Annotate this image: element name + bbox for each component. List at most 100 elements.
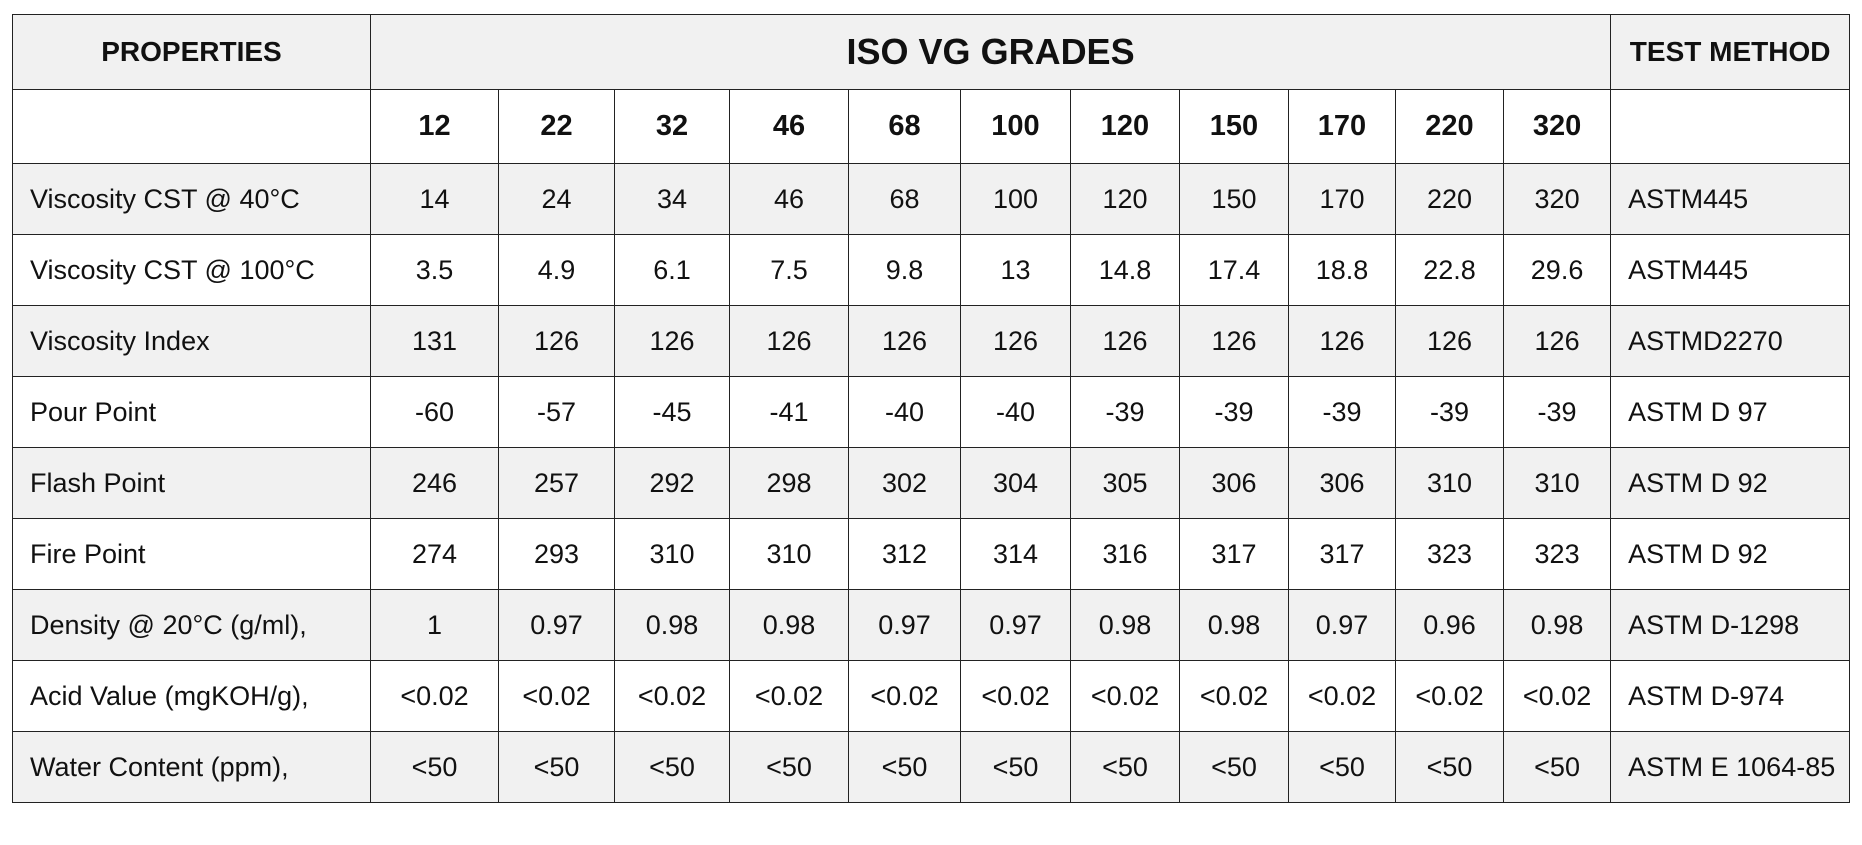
- property-value: 323: [1395, 518, 1504, 590]
- property-value: 29.6: [1502, 234, 1612, 306]
- property-value: <0.02: [1502, 660, 1612, 732]
- property-value: 0.98: [1179, 589, 1289, 661]
- property-value: -40: [960, 376, 1071, 448]
- property-value: 320: [1502, 163, 1612, 235]
- property-value: <50: [1070, 731, 1180, 803]
- property-value: 246: [370, 447, 499, 519]
- property-value: 14: [370, 163, 499, 235]
- property-value: 306: [1179, 447, 1289, 519]
- test-method: ASTM E 1064-85: [1610, 731, 1851, 803]
- property-value: 0.97: [1288, 589, 1396, 661]
- data-row: Pour Point -60 -57 -45 -41 -40 -40 -39 -39 -39 -39…: [12, 376, 1851, 448]
- data-row: Water Content (ppm), <50 <50 <50 <50 <50 <50 <5…: [12, 731, 1851, 803]
- property-value: 100: [960, 163, 1071, 235]
- test-method: ASTM D-974: [1610, 660, 1851, 732]
- property-value: 14.8: [1070, 234, 1180, 306]
- property-value: <0.02: [614, 660, 730, 732]
- property-value: <0.02: [848, 660, 961, 732]
- property-value: 126: [1502, 305, 1612, 377]
- property-value: -39: [1288, 376, 1396, 448]
- data-row: Flash Point 246 257 292 298 302 304 305 306 306 31…: [12, 447, 1851, 519]
- property-value: 120: [1070, 163, 1180, 235]
- data-row: Fire Point 274 293 310 310 312 314 316 317 317 323…: [12, 518, 1851, 590]
- property-value: 126: [1070, 305, 1180, 377]
- property-value: 310: [1395, 447, 1504, 519]
- test-method: ASTMD2270: [1610, 305, 1851, 377]
- property-value: 310: [614, 518, 730, 590]
- test-method: ASTM D 92: [1610, 518, 1851, 590]
- test-method: ASTM445: [1610, 234, 1851, 306]
- property-value: 3.5: [370, 234, 499, 306]
- property-value: <50: [1502, 731, 1612, 803]
- property-value: 317: [1288, 518, 1396, 590]
- property-value: 0.98: [729, 589, 849, 661]
- property-value: 293: [498, 518, 615, 590]
- property-value: <0.02: [960, 660, 1071, 732]
- property-value: -57: [498, 376, 615, 448]
- empty-cell: [1610, 89, 1851, 164]
- property-value: <50: [960, 731, 1071, 803]
- property-value: 0.98: [1502, 589, 1612, 661]
- property-value: 257: [498, 447, 615, 519]
- property-value: 9.8: [848, 234, 961, 306]
- property-value: 22.8: [1395, 234, 1504, 306]
- property-value: <50: [1288, 731, 1396, 803]
- spec-table-container: PROPERTIES ISO VG GRADES TEST METHOD 12 22 32…: [12, 14, 1851, 803]
- property-value: 126: [614, 305, 730, 377]
- data-row: Viscosity CST @ 40°C 14 24 34 46 68 100 120 150 1…: [12, 163, 1851, 235]
- grade-header: 170: [1288, 89, 1396, 164]
- property-value: 68: [848, 163, 961, 235]
- property-value: 17.4: [1179, 234, 1289, 306]
- grade-header: 220: [1395, 89, 1504, 164]
- property-name: Water Content (ppm),: [12, 731, 371, 803]
- test-method: ASTM D 97: [1610, 376, 1851, 448]
- property-value: 0.98: [614, 589, 730, 661]
- data-row: Viscosity Index 131 126 126 126 126 126 126 126 1…: [12, 305, 1851, 377]
- property-value: <50: [1395, 731, 1504, 803]
- grade-header: 100: [960, 89, 1071, 164]
- property-value: 126: [848, 305, 961, 377]
- property-value: 314: [960, 518, 1071, 590]
- property-name: Acid Value (mgKOH/g),: [12, 660, 371, 732]
- table-body: PROPERTIES ISO VG GRADES TEST METHOD 12 22 32…: [12, 14, 1851, 803]
- property-name: Flash Point: [12, 447, 371, 519]
- property-value: -41: [729, 376, 849, 448]
- property-value: -39: [1070, 376, 1180, 448]
- property-value: 323: [1502, 518, 1612, 590]
- data-row: Density @ 20°C (g/ml), 1 0.97 0.98 0.98 0.97 0…: [12, 589, 1851, 661]
- grade-header: 46: [729, 89, 849, 164]
- property-value: -60: [370, 376, 499, 448]
- property-value: 13: [960, 234, 1071, 306]
- property-value: <50: [848, 731, 961, 803]
- property-value: 7.5: [729, 234, 849, 306]
- property-name: Fire Point: [12, 518, 371, 590]
- property-name: Pour Point: [12, 376, 371, 448]
- property-value: 0.98: [1070, 589, 1180, 661]
- property-value: 18.8: [1288, 234, 1396, 306]
- grade-header: 120: [1070, 89, 1180, 164]
- property-value: 126: [498, 305, 615, 377]
- test-method: ASTM445: [1610, 163, 1851, 235]
- property-value: -40: [848, 376, 961, 448]
- grade-header: 68: [848, 89, 961, 164]
- property-value: <50: [1179, 731, 1289, 803]
- property-value: <0.02: [1395, 660, 1504, 732]
- grade-header: 150: [1179, 89, 1289, 164]
- property-value: -39: [1502, 376, 1612, 448]
- property-value: 126: [1179, 305, 1289, 377]
- property-value: 310: [1502, 447, 1612, 519]
- property-value: 0.97: [848, 589, 961, 661]
- property-value: 1: [370, 589, 499, 661]
- grades-row: 12 22 32 46 68 100 120 150 170 220 320: [12, 89, 1851, 164]
- test-method: ASTM D-1298: [1610, 589, 1851, 661]
- property-value: <50: [498, 731, 615, 803]
- property-value: 298: [729, 447, 849, 519]
- property-value: <0.02: [1070, 660, 1180, 732]
- property-value: 24: [498, 163, 615, 235]
- property-value: 4.9: [498, 234, 615, 306]
- grade-header: 22: [498, 89, 615, 164]
- property-value: <50: [370, 731, 499, 803]
- property-value: 292: [614, 447, 730, 519]
- property-value: -39: [1395, 376, 1504, 448]
